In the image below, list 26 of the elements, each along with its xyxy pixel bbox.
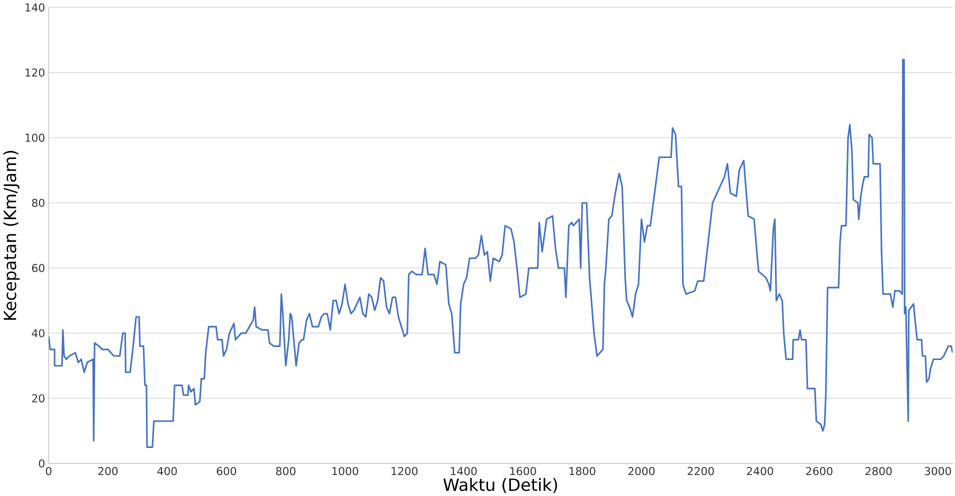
x-tick-label: 400 [157, 466, 177, 476]
x-tick-label: 2400 [746, 466, 774, 476]
x-tick-label: 2000 [628, 466, 655, 476]
x-tick-label: 2200 [688, 466, 714, 476]
x-tick-label: 2600 [806, 466, 832, 476]
y-tick-label: 60 [32, 264, 44, 272]
x-tick-label: 1800 [570, 466, 596, 476]
x-tick-label: 2800 [866, 466, 892, 476]
y-tick-label: 140 [26, 3, 44, 12]
y-tick-label: 120 [26, 68, 44, 77]
y-tick-label: 100 [26, 133, 44, 142]
y-tick-label: 0 [38, 459, 44, 468]
x-tick-label: 0 [46, 466, 52, 476]
x-tick-label: 600 [216, 466, 236, 476]
y-tick-label: 80 [32, 198, 44, 207]
x-axis-title: Waktu (Detik) [443, 478, 558, 493]
y-tick-label: 40 [32, 328, 44, 338]
x-tick-label: 3000 [924, 466, 951, 476]
x-tick-label: 1400 [450, 466, 477, 476]
x-tick-label: 1600 [510, 466, 536, 476]
x-tick-label: 1200 [392, 466, 418, 476]
y-tick-label: 20 [32, 394, 44, 402]
y-axis-title: Kecepatan (Km/Jam) [3, 150, 20, 320]
x-tick-label: 200 [98, 466, 118, 476]
x-tick-label: 1000 [332, 466, 358, 476]
x-tick-label: 800 [276, 466, 296, 476]
